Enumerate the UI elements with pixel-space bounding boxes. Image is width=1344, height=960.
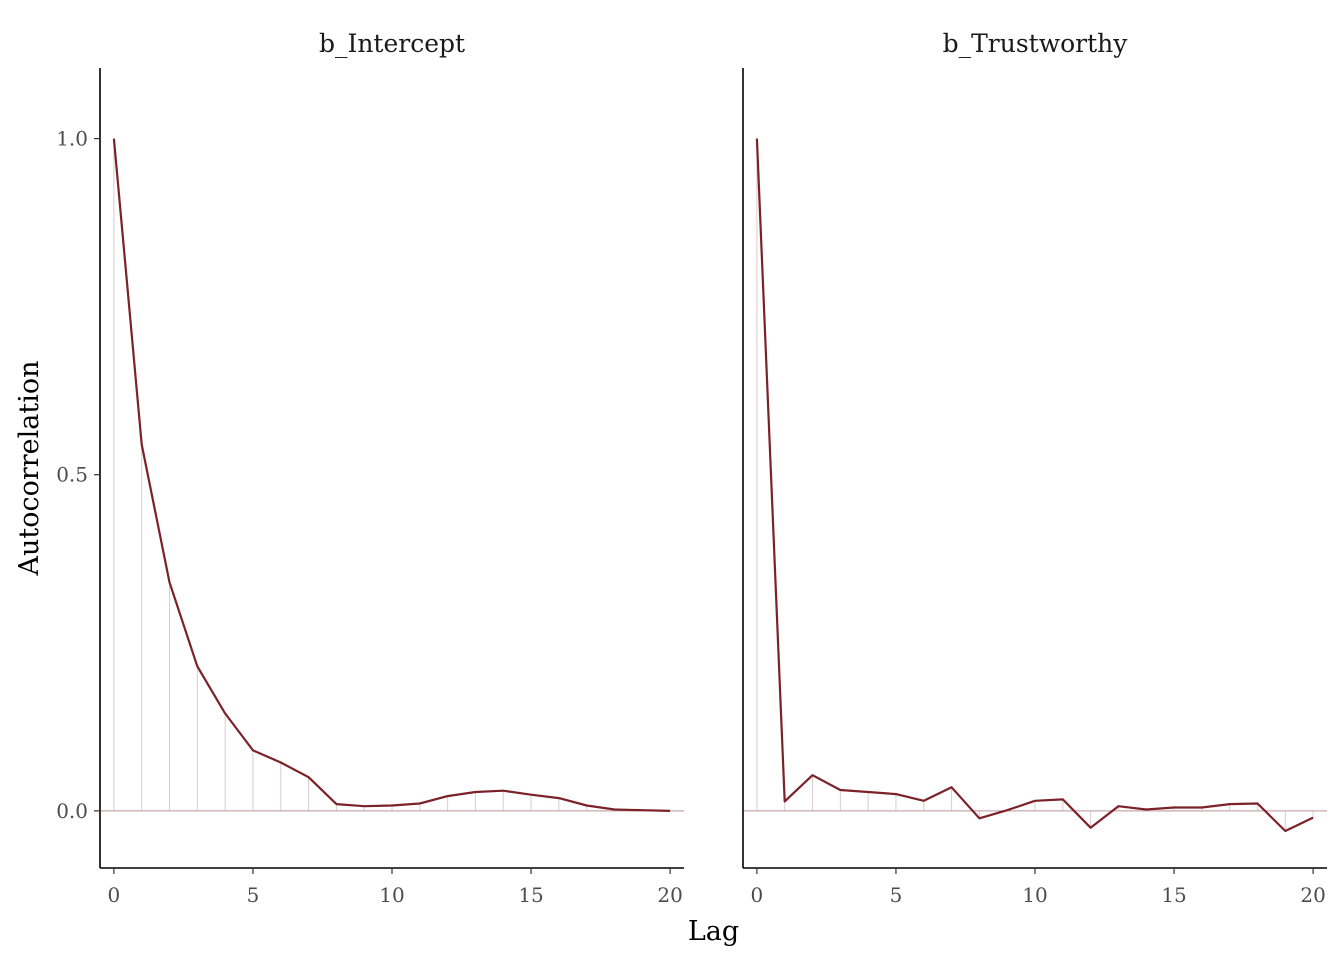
x-tick-label: 5	[247, 883, 260, 907]
y-tick-label: 0.0	[56, 799, 88, 823]
acf-series-line	[112, 138, 671, 812]
y-axis-title: Autocorrelation	[14, 360, 45, 576]
x-tick-label: 5	[890, 883, 903, 907]
acf-series-line	[755, 138, 1314, 833]
x-tick-label: 15	[518, 883, 543, 907]
panel-b-trustworthy: b_Trustworthy 0 5 10 15 20	[742, 29, 1327, 907]
x-tick-label: 20	[657, 883, 682, 907]
x-tick-label: 10	[379, 883, 404, 907]
panel-title: b_Trustworthy	[943, 29, 1129, 58]
x-tick-label: 20	[1300, 883, 1325, 907]
x-axis-title: Lag	[688, 916, 739, 947]
panel-b-intercept: b_Intercept 0 5 10 15 20 0.0 0.5 1.0	[56, 29, 684, 907]
y-tick-label: 1.0	[56, 127, 88, 151]
x-tick-label: 15	[1161, 883, 1186, 907]
panel-title: b_Intercept	[319, 29, 465, 58]
x-tick-label: 0	[108, 883, 121, 907]
x-tick-label: 0	[751, 883, 764, 907]
y-tick-label: 0.5	[56, 463, 88, 487]
x-tick-label: 10	[1022, 883, 1047, 907]
